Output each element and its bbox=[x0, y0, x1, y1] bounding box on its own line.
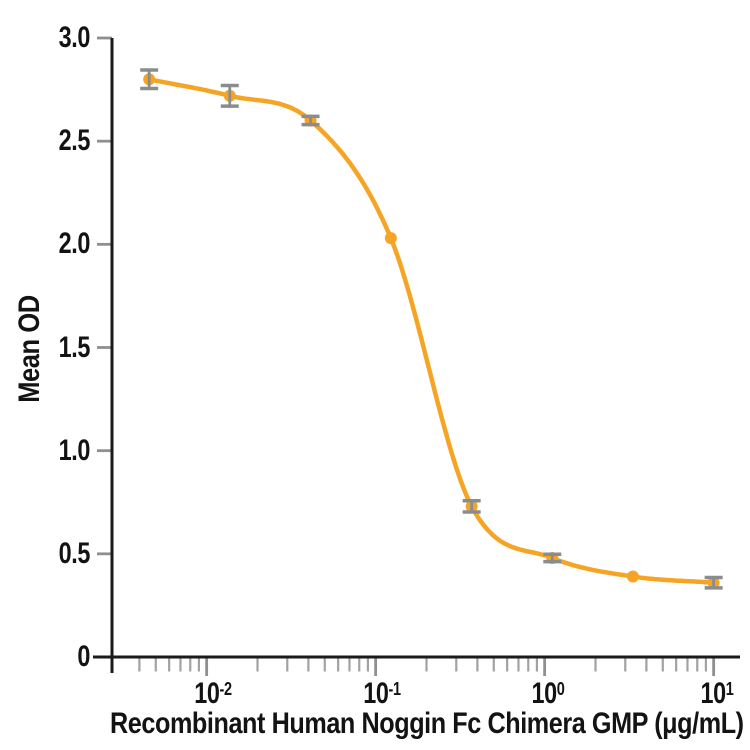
x-tick-base: 10 bbox=[193, 677, 220, 710]
y-tick-label: 2.5 bbox=[58, 124, 91, 158]
x-tick-label: 100 bbox=[510, 678, 585, 710]
x-tick-exponent: -2 bbox=[219, 678, 232, 700]
x-tick-exponent: -1 bbox=[388, 678, 401, 700]
y-tick-label: 1.5 bbox=[58, 330, 91, 364]
x-tick-label: 101 bbox=[679, 678, 750, 710]
fitted-curve bbox=[146, 77, 716, 585]
data-point-marker bbox=[626, 570, 639, 583]
x-tick-label: 10-2 bbox=[175, 678, 250, 710]
y-tick-label: 0.5 bbox=[58, 536, 91, 570]
x-tick-base: 10 bbox=[362, 677, 389, 710]
x-tick-exponent: 0 bbox=[556, 678, 565, 700]
x-tick-label: 10-1 bbox=[344, 678, 419, 710]
y-axis-title: Mean OD bbox=[13, 295, 46, 403]
data-point-marker bbox=[384, 232, 397, 245]
x-tick-base: 10 bbox=[700, 677, 726, 710]
x-axis-title: Recombinant Human Noggin Fc Chimera GMP … bbox=[110, 707, 744, 740]
x-tick-exponent: 1 bbox=[725, 678, 734, 700]
y-tick-label: 1.0 bbox=[58, 433, 91, 467]
x-tick-base: 10 bbox=[531, 677, 557, 710]
y-tick-label: 0 bbox=[77, 640, 90, 673]
y-tick-label: 3.0 bbox=[58, 21, 91, 54]
y-tick-label: 2.0 bbox=[58, 227, 91, 261]
